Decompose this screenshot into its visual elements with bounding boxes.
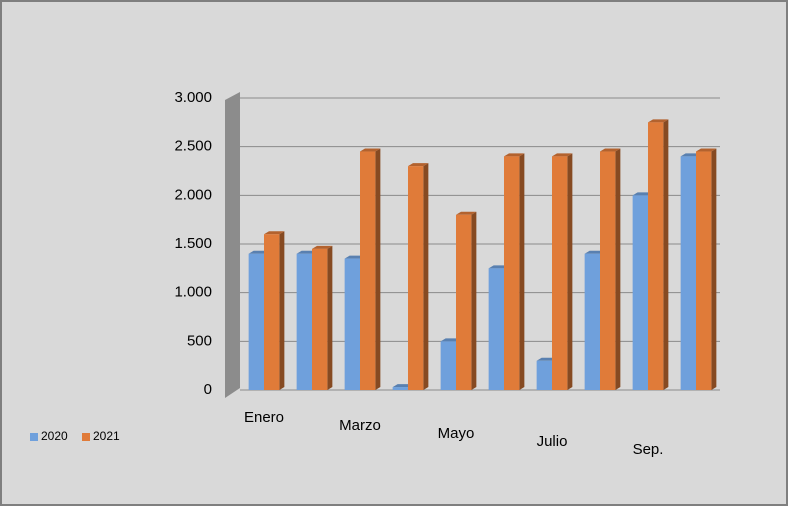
- bar: [680, 156, 696, 390]
- bar-top: [584, 250, 605, 254]
- bar-side: [423, 163, 429, 390]
- y-tick-label: 500: [187, 332, 212, 349]
- bar: [440, 341, 456, 390]
- bar: [504, 156, 520, 390]
- y-tick-label: 0: [204, 381, 212, 398]
- bar: [248, 253, 264, 390]
- bar: [488, 268, 504, 390]
- bar: [696, 151, 712, 390]
- bar-top: [648, 119, 669, 123]
- bar: [648, 122, 664, 390]
- side-wall: [225, 92, 240, 398]
- bar: [632, 195, 648, 390]
- bar: [536, 360, 552, 390]
- bar-top: [696, 148, 717, 152]
- bar-top: [344, 255, 365, 259]
- bar-top: [536, 357, 557, 361]
- bar-top: [248, 250, 269, 254]
- x-tick-label: Sep.: [633, 441, 664, 458]
- bar-side: [375, 148, 381, 390]
- bar-top: [632, 192, 653, 196]
- bar-side: [519, 153, 525, 390]
- x-tick-label: Marzo: [339, 417, 381, 434]
- bar-side: [471, 211, 477, 390]
- y-tick-label: 3.000: [174, 89, 212, 106]
- bar-side: [663, 119, 669, 390]
- bar: [344, 258, 360, 390]
- bar-top: [360, 148, 381, 152]
- bar: [584, 253, 600, 390]
- bar-side: [615, 148, 621, 390]
- bar-top: [504, 153, 525, 157]
- bar: [600, 151, 616, 390]
- bar-side: [711, 148, 717, 390]
- bar: [392, 387, 408, 390]
- y-tick-label: 1.000: [174, 284, 212, 301]
- bar: [296, 253, 312, 390]
- bar-top: [296, 250, 317, 254]
- legend-label: 2021: [93, 429, 120, 443]
- bar-top: [408, 163, 429, 167]
- legend-swatch: [82, 433, 90, 441]
- bar: [312, 248, 328, 390]
- bar: [552, 156, 568, 390]
- y-tick-label: 2.000: [174, 186, 212, 203]
- x-tick-label: Mayo: [438, 425, 475, 442]
- bar-top: [312, 245, 333, 249]
- x-tick-label: Enero: [244, 409, 284, 426]
- bar-top: [680, 153, 701, 157]
- bar: [456, 214, 472, 390]
- legend-label: 2020: [41, 429, 68, 443]
- bar: [264, 234, 280, 390]
- bar: [360, 151, 376, 390]
- y-tick-label: 2.500: [174, 138, 212, 155]
- bar: [408, 166, 424, 390]
- bar-side: [327, 245, 333, 390]
- bar-side: [279, 231, 285, 390]
- bar-top: [392, 384, 413, 388]
- legend-swatch: [30, 433, 38, 441]
- bar-top: [552, 153, 573, 157]
- x-tick-label: Julio: [537, 433, 568, 450]
- bar-top: [488, 265, 509, 269]
- bar-side: [567, 153, 573, 390]
- y-tick-label: 1.500: [174, 235, 212, 252]
- bar-top: [600, 148, 621, 152]
- bar-top: [264, 231, 285, 235]
- bar-top: [456, 211, 477, 215]
- bar-top: [440, 338, 461, 342]
